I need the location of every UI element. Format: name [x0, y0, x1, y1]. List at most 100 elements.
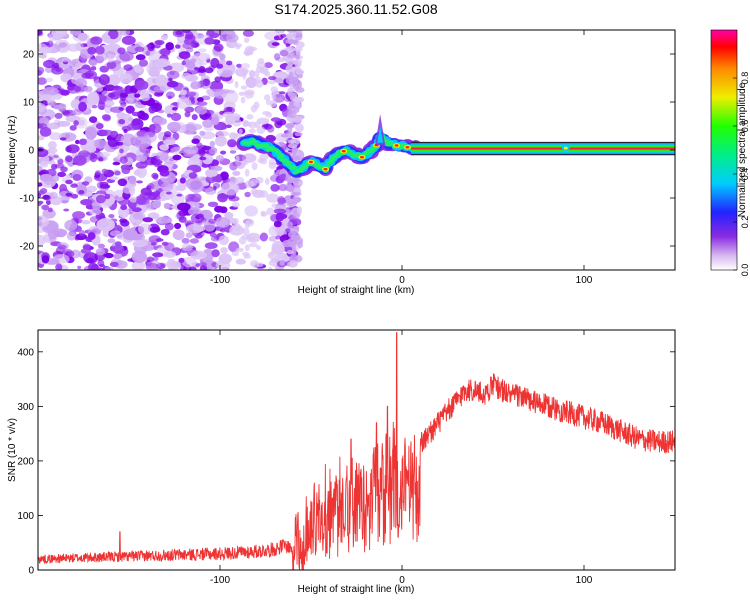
snr-frame — [37, 329, 676, 571]
spectrogram-speckle — [185, 232, 193, 238]
spectrogram-speckle — [109, 176, 119, 181]
spectrogram-speckle — [286, 57, 295, 66]
spectrogram-speckle — [89, 208, 102, 216]
spectrogram-speckle — [152, 200, 161, 209]
spectrogram-speckle — [210, 116, 220, 126]
spectrogram-speckle — [255, 66, 265, 73]
spectrogram-speckle — [60, 73, 72, 83]
spectrogram-speckle — [38, 53, 47, 59]
spectrogram-speckle — [271, 94, 277, 100]
spectrogram-speckle — [39, 173, 53, 182]
spectrogram-speckle — [285, 43, 291, 48]
spectrogram-speckle — [174, 222, 182, 230]
spectrogram-speckle — [219, 206, 228, 214]
spectrogram-speckle — [191, 114, 198, 121]
spectrogram-speckle — [119, 30, 131, 36]
spectrogram-speckle — [293, 185, 301, 194]
spectrogram-speckle — [291, 191, 302, 196]
spectrogram-speckle — [221, 181, 239, 196]
spectrogram-speckle — [38, 102, 46, 113]
spectrogram-speckle — [149, 123, 162, 134]
spectrogram-speckle — [38, 30, 43, 36]
spectrogram-speckle — [101, 34, 111, 41]
spectrogram-speckle — [259, 153, 269, 161]
spectrogram-speckle — [181, 60, 186, 66]
spectrogram-speckle — [285, 64, 294, 74]
spectrogram-speckle — [191, 138, 200, 144]
spectrogram-speckle — [183, 144, 199, 155]
spectrogram-speckle — [64, 219, 78, 232]
spectrogram-speckle — [135, 54, 146, 61]
spectrogram-speckle — [107, 238, 116, 244]
spectrogram-speckle — [249, 178, 258, 187]
spectrogram-speckle — [219, 58, 226, 65]
spectrogram-speckle — [126, 45, 139, 54]
spectrogram-speckle — [286, 209, 293, 215]
spectrogram-speckle — [157, 109, 165, 114]
snr-plot-area — [38, 330, 675, 570]
spectrogram-hotspot-core — [341, 150, 346, 153]
spectrogram-speckle — [273, 35, 280, 41]
spectrogram-speckle — [43, 59, 56, 69]
spectrogram-speckle — [38, 234, 46, 246]
spectrogram-speckle — [48, 141, 57, 150]
spectrogram-speckle — [227, 139, 237, 148]
spectrogram-hotspot-core — [309, 160, 313, 164]
spectrogram-speckle — [47, 160, 56, 165]
spectrogram-speckle — [109, 230, 121, 237]
spectrogram-speckle — [294, 137, 301, 145]
spectrogram-speckle — [184, 111, 191, 118]
spectrogram-speckle — [279, 33, 287, 38]
spectrogram-speckle — [194, 234, 203, 239]
spectrogram-speckle — [142, 217, 154, 223]
spectrogram-speckle — [104, 266, 114, 270]
spectrogram-spike-core — [377, 126, 384, 143]
spectrogram-speckle — [55, 263, 63, 270]
spectrogram-speckle — [115, 141, 124, 146]
spectrogram-speckle — [166, 258, 177, 270]
spectrogram-speckle — [178, 51, 191, 60]
spectrogram-speckle — [250, 188, 259, 195]
spectrogram-speckle — [39, 188, 48, 194]
spectrogram-speckle — [149, 226, 161, 233]
spectrogram-speckle — [273, 220, 282, 228]
spectrogram-speckle — [48, 235, 57, 243]
spectrogram-speckle — [286, 186, 295, 191]
spectrogram-speckle — [270, 86, 278, 93]
spectrogram-speckle — [238, 91, 245, 96]
spectrogram-speckle — [135, 161, 148, 169]
spectrogram-speckle — [260, 210, 266, 217]
spectrogram-speckle — [94, 138, 107, 149]
spectrogram-speckle — [40, 162, 49, 168]
spectrogram-speckle — [192, 225, 206, 232]
colorbar-tick-label: 0.8 — [740, 72, 750, 85]
spectrogram-speckle — [38, 165, 43, 172]
spectrogram-speckle — [181, 256, 197, 268]
spectrogram-y-tick-label: -20 — [20, 242, 35, 253]
spectrogram-speckle — [119, 51, 134, 62]
spectrogram-speckle — [270, 257, 278, 263]
spectrogram-speckle — [219, 53, 226, 60]
spectrogram-speckle — [268, 162, 277, 170]
spectrogram-speckle — [199, 156, 207, 161]
spectrogram-speckle — [178, 257, 185, 263]
spectrogram-speckle — [70, 30, 82, 36]
snr-line — [38, 332, 675, 570]
spectrogram-speckle — [186, 249, 199, 256]
spectrogram-speckle — [57, 158, 64, 165]
spectrogram-speckle — [248, 242, 258, 248]
spectrogram-speckle — [287, 109, 297, 119]
spectrogram-speckle — [38, 192, 42, 198]
spectrogram-speckle — [42, 86, 59, 96]
spectrogram-speckle — [132, 240, 148, 248]
spectrogram-speckle — [189, 238, 199, 244]
snr-panel: -100 0 100 0 100 200 300 400 Height of straight… — [7, 329, 676, 595]
spectrogram-speckle — [232, 202, 240, 208]
spectrogram-speckle — [242, 159, 249, 166]
spectrogram-speckle — [172, 229, 185, 241]
snr-y-tick-label: 0 — [28, 566, 34, 577]
spectrogram-speckle — [60, 166, 68, 173]
spectrogram-speckle — [57, 244, 67, 250]
spectrogram-speckle — [147, 212, 160, 219]
spectrogram-speckle — [168, 62, 185, 73]
